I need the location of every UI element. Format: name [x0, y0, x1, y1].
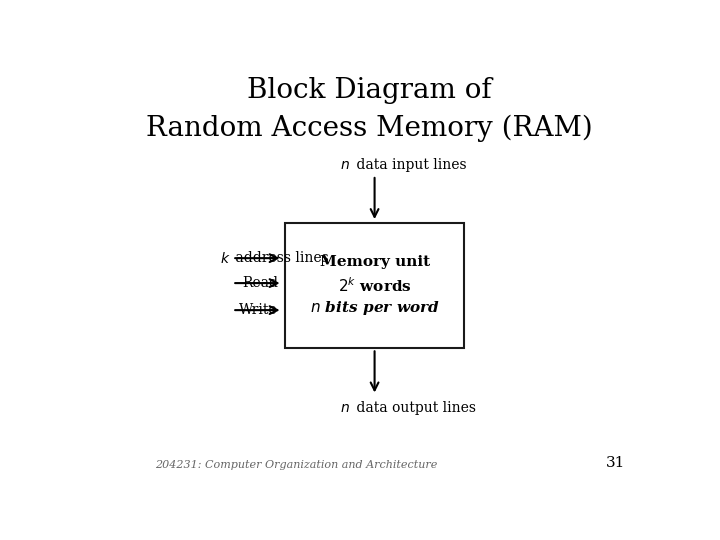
- Text: address lines: address lines: [231, 251, 329, 265]
- Text: Read: Read: [242, 276, 278, 290]
- Text: Random Access Memory (RAM): Random Access Memory (RAM): [145, 114, 593, 142]
- Text: Block Diagram of: Block Diagram of: [247, 77, 491, 104]
- Bar: [285, 223, 464, 348]
- Text: Memory unit: Memory unit: [320, 255, 430, 269]
- Text: 204231: Computer Organization and Architecture: 204231: Computer Organization and Archit…: [156, 460, 438, 470]
- Text: 31: 31: [606, 456, 626, 470]
- Text: $n$ bits per word: $n$ bits per word: [310, 299, 439, 317]
- Text: $k$: $k$: [220, 251, 230, 266]
- Text: data output lines: data output lines: [352, 401, 476, 415]
- Text: Write: Write: [240, 303, 278, 317]
- Text: $n$: $n$: [340, 401, 349, 415]
- Text: $n$: $n$: [340, 158, 349, 172]
- Text: data input lines: data input lines: [352, 158, 467, 172]
- Text: $2^k$ words: $2^k$ words: [338, 276, 411, 294]
